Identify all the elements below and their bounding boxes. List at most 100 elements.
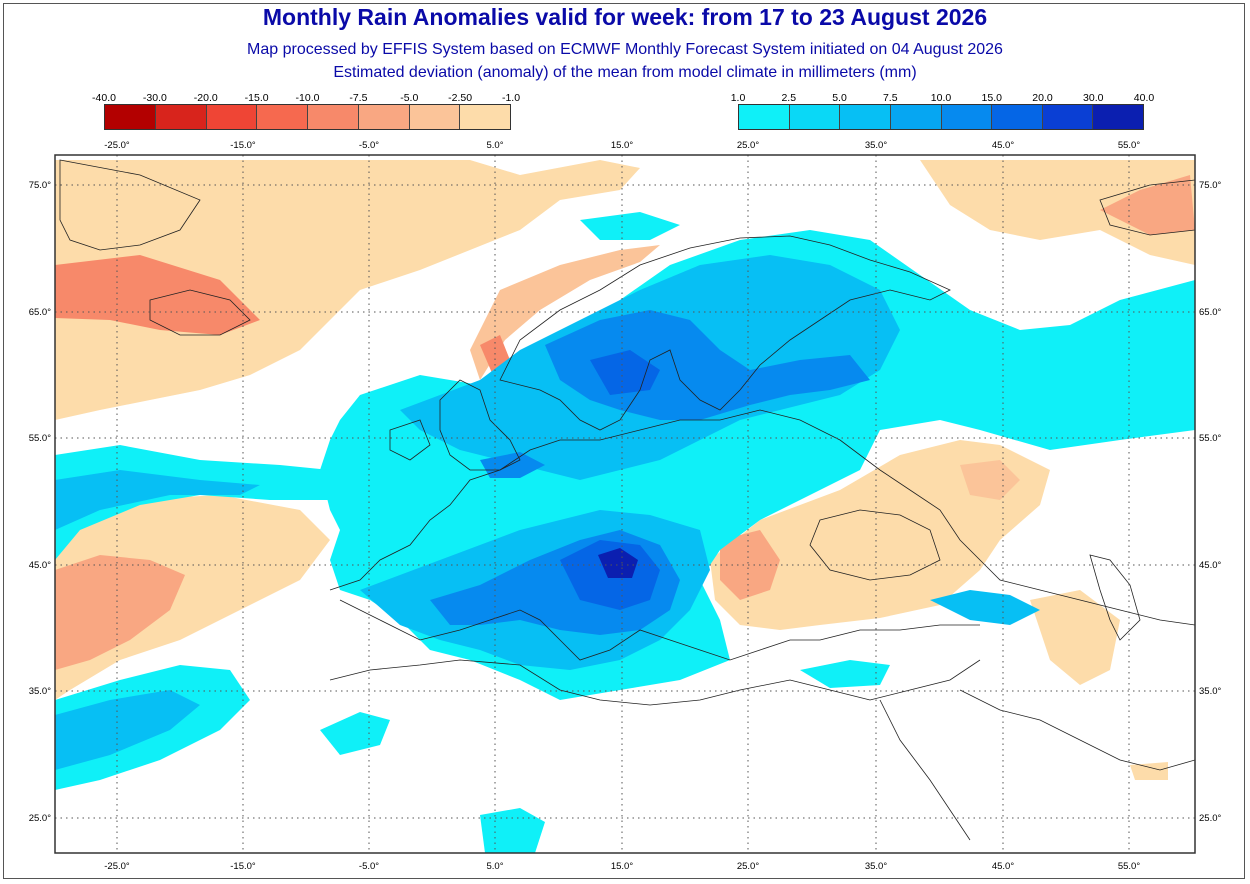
legend-dry-tick: -5.0 bbox=[400, 92, 419, 104]
legend-dry-tick: -7.5 bbox=[349, 92, 368, 104]
lat-label: 75.0° bbox=[1199, 180, 1221, 191]
dry-region-svalbard-east bbox=[920, 160, 1195, 265]
legend-wet-swatch bbox=[1042, 105, 1094, 129]
coastline-scandinavia bbox=[499, 235, 951, 431]
lon-label: -25.0° bbox=[104, 861, 130, 872]
dry-region-balkans bbox=[720, 530, 780, 600]
anomaly-fields bbox=[55, 155, 1195, 853]
legend-wet-anomalies: 1.0 2.5 5.0 7.5 10.0 15.0 20.0 30.0 40.0 bbox=[731, 92, 1154, 130]
wet-region-aegean bbox=[930, 590, 1040, 625]
lon-label: 45.0° bbox=[992, 861, 1014, 872]
legend-dry-tick: -10.0 bbox=[295, 92, 320, 104]
coastline-arabia bbox=[959, 689, 1195, 771]
dry-region-north-atlantic bbox=[55, 160, 640, 420]
legend-wet-swatch bbox=[739, 105, 790, 129]
coastlines-and-borders bbox=[59, 159, 1195, 841]
wet-region-adriatic-extreme bbox=[598, 548, 638, 578]
legend-dry-swatch bbox=[105, 105, 156, 129]
coastline-north-africa bbox=[329, 659, 981, 706]
legend-dry-tick: -1.0 bbox=[501, 92, 521, 104]
lon-label: 15.0° bbox=[611, 861, 633, 872]
legend-dry-tick: -20.0 bbox=[193, 92, 218, 104]
legend-wet-tick: 10.0 bbox=[930, 92, 952, 104]
dry-region-novaya-zemlya bbox=[1100, 175, 1195, 235]
lon-label: 55.0° bbox=[1118, 861, 1140, 872]
coastline-ireland bbox=[389, 419, 431, 461]
legend-wet-swatch bbox=[789, 105, 841, 129]
lon-label: -5.0° bbox=[359, 140, 379, 151]
lon-label: 25.0° bbox=[737, 140, 759, 151]
dry-region-caspian-east bbox=[1030, 590, 1120, 685]
coastline-black-sea bbox=[809, 509, 941, 581]
legend-dry-ticks: -40.0 -30.0 -20.0 -15.0 -10.0 -7.5 -5.0 … bbox=[92, 92, 520, 104]
coastline-britain bbox=[439, 379, 521, 471]
lon-label: 25.0° bbox=[737, 861, 759, 872]
lat-label: 35.0° bbox=[29, 686, 51, 697]
dry-region-norway-coast bbox=[470, 245, 660, 380]
legend-dry-anomalies: -40.0 -30.0 -20.0 -15.0 -10.0 -7.5 -5.0 … bbox=[92, 92, 520, 130]
legend-wet-tick: 30.0 bbox=[1083, 92, 1104, 104]
legend-wet-swatch bbox=[992, 105, 1043, 129]
dry-region-azores-core bbox=[55, 555, 185, 670]
coastline-caspian bbox=[1089, 554, 1141, 641]
legend-wet-swatch bbox=[1093, 105, 1143, 129]
graticule bbox=[55, 155, 1195, 853]
legend-dry-swatch bbox=[460, 105, 510, 129]
legend-dry-swatch bbox=[358, 105, 410, 129]
legend-wet-colorbar bbox=[738, 104, 1144, 130]
legend-dry-colorbar bbox=[104, 104, 511, 130]
legend-dry-swatch bbox=[206, 105, 258, 129]
figure-frame bbox=[3, 3, 1245, 879]
legend-dry-swatch bbox=[308, 105, 359, 129]
lat-label: 45.0° bbox=[29, 560, 51, 571]
lat-label: 75.0° bbox=[29, 180, 51, 191]
lat-label: 65.0° bbox=[29, 307, 51, 318]
legend-wet-tick: 20.0 bbox=[1032, 92, 1053, 104]
legend-wet-swatch bbox=[941, 105, 993, 129]
lat-label: 55.0° bbox=[29, 433, 51, 444]
legend-dry-swatch bbox=[155, 105, 207, 129]
legend-wet-tick: 40.0 bbox=[1133, 92, 1155, 104]
lat-label: 25.0° bbox=[29, 813, 51, 824]
legend-wet-tick: 7.5 bbox=[882, 92, 898, 104]
lon-label: -15.0° bbox=[230, 861, 256, 872]
dry-region-iceland bbox=[55, 255, 260, 335]
legend-wet-tick: 15.0 bbox=[981, 92, 1002, 104]
wet-region-north-atlantic-band-mid bbox=[55, 470, 260, 530]
lon-label: 5.0° bbox=[486, 140, 503, 151]
lat-label: 25.0° bbox=[1199, 813, 1221, 824]
legend-dry-tick: -2.50 bbox=[448, 92, 473, 104]
lon-label: 55.0° bbox=[1118, 140, 1140, 151]
map-border bbox=[54, 154, 1196, 854]
legend-dry-tick: -15.0 bbox=[244, 92, 269, 104]
lon-labels-top: -25.0° -15.0° -5.0° 5.0° 15.0° 25.0° 35.… bbox=[104, 140, 1140, 151]
lon-label: -5.0° bbox=[359, 861, 379, 872]
legend-wet-tick: 1.0 bbox=[730, 92, 746, 104]
dry-region-persian-gulf bbox=[1130, 762, 1168, 780]
lat-label: 45.0° bbox=[1199, 560, 1221, 571]
wet-region-east-med bbox=[800, 660, 890, 688]
lon-label: -15.0° bbox=[230, 140, 256, 151]
lat-label: 65.0° bbox=[1199, 307, 1221, 318]
lon-label: 35.0° bbox=[865, 140, 887, 151]
page-subtitle-description: Estimated deviation (anomaly) of the mea… bbox=[333, 64, 917, 81]
lat-labels-right: 75.0° 65.0° 55.0° 45.0° 35.0° 25.0° bbox=[1199, 180, 1221, 824]
dry-region-east-atlantic bbox=[55, 495, 330, 700]
dry-region-black-sea-turkey bbox=[710, 440, 1050, 630]
legend-dry-swatch bbox=[257, 105, 308, 129]
wet-region-barents bbox=[580, 212, 680, 240]
wet-region-canary-mid bbox=[55, 690, 200, 770]
legend-dry-tick: -30.0 bbox=[142, 92, 167, 104]
lat-labels-left: 75.0° 65.0° 55.0° 45.0° 35.0° 25.0° bbox=[29, 180, 51, 824]
coastline-continental-europe bbox=[329, 409, 1195, 626]
wet-region-north-africa bbox=[320, 712, 390, 755]
coastline-red-sea bbox=[879, 699, 971, 841]
lat-label: 55.0° bbox=[1199, 433, 1221, 444]
lon-label: -25.0° bbox=[104, 140, 130, 151]
legend-wet-tick: 2.5 bbox=[781, 92, 797, 104]
coastline-greenland bbox=[59, 159, 201, 251]
lon-labels-bottom: -25.0° -15.0° -5.0° 5.0° 15.0° 25.0° 35.… bbox=[104, 861, 1140, 872]
page-subtitle-processing: Map processed by EFFIS System based on E… bbox=[247, 41, 1003, 58]
wet-region-sahara bbox=[480, 808, 545, 853]
